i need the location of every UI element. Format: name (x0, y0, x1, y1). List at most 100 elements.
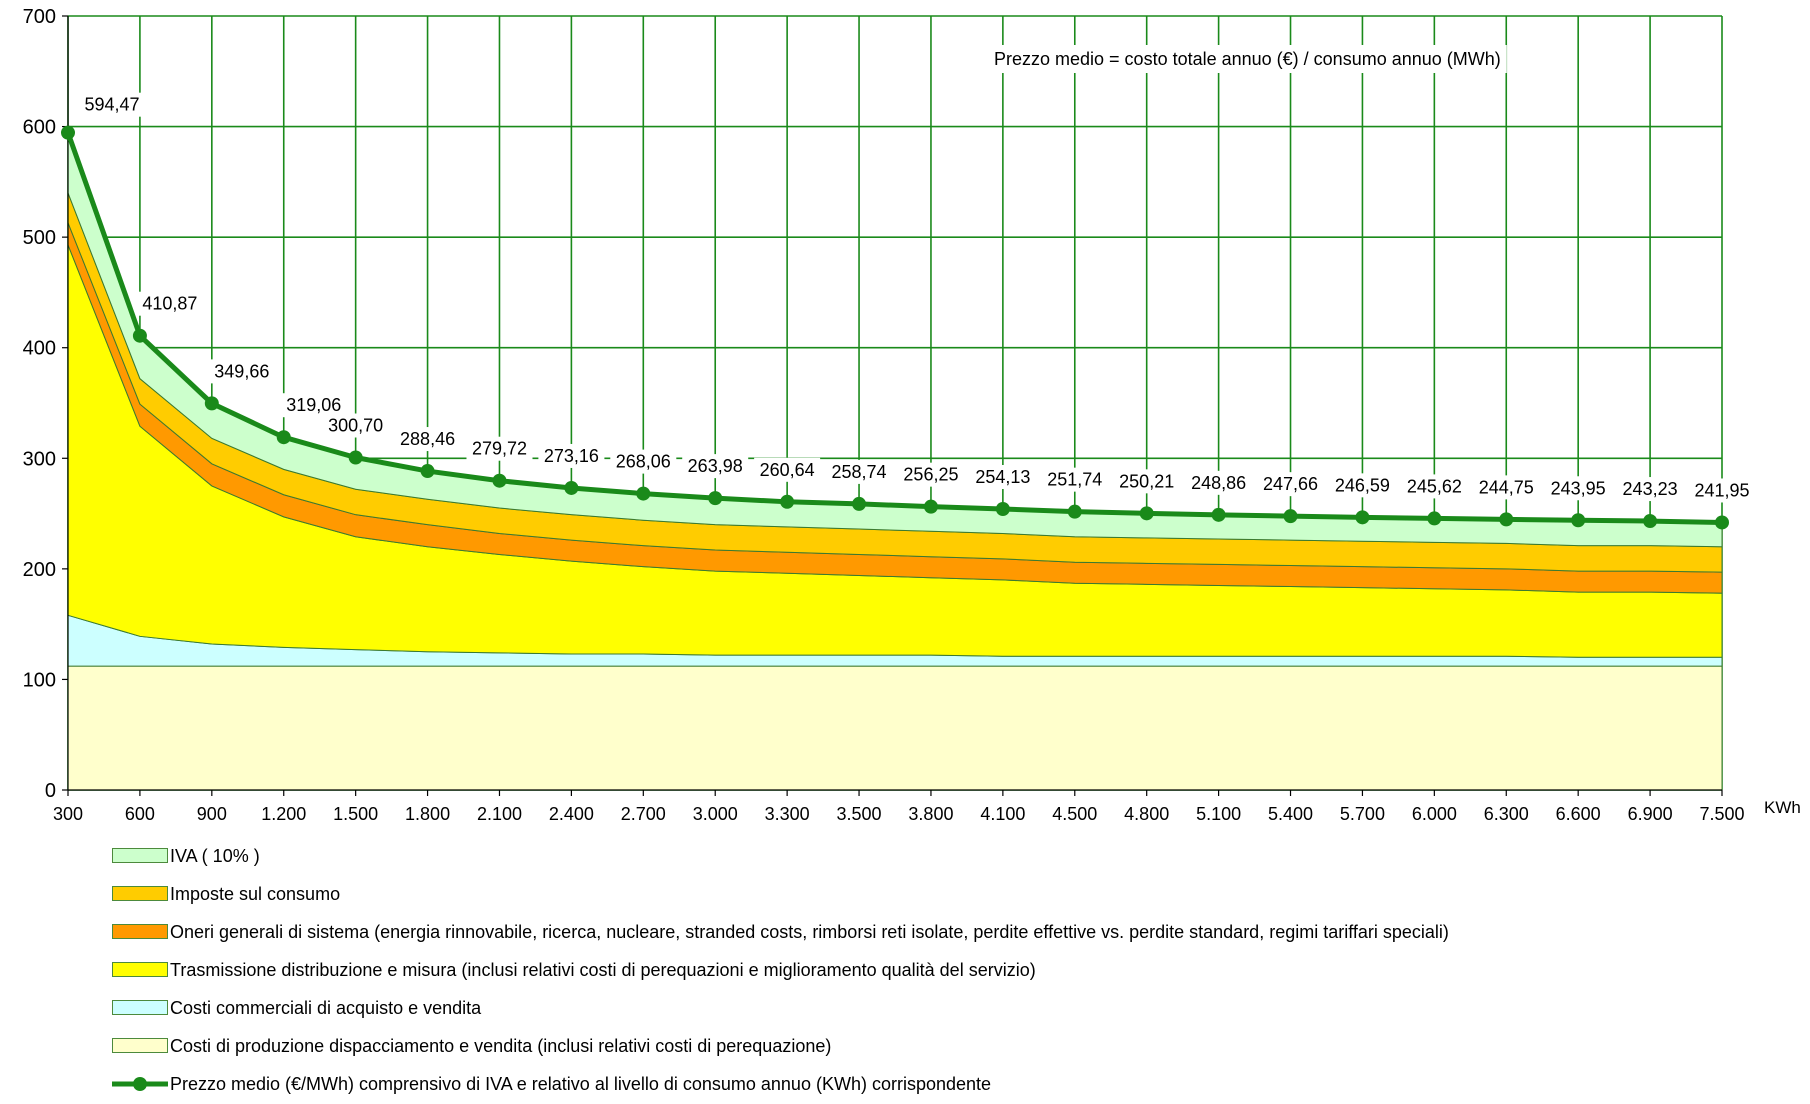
data-label: 256,25 (903, 465, 958, 485)
x-tick-label: 300 (53, 804, 83, 824)
data-label-box (322, 413, 389, 438)
legend-swatch (112, 924, 168, 939)
price-marker (276, 430, 291, 445)
y-tick-label: 700 (23, 6, 56, 28)
x-tick-label: 6.300 (1484, 804, 1529, 824)
data-label-box (969, 465, 1036, 490)
data-label: 247,66 (1263, 474, 1318, 494)
x-tick-label: 3.000 (693, 804, 738, 824)
y-tick-labels: 0 100 200 300 400 500 600 700 (23, 6, 56, 802)
x-tick-label: 3.500 (837, 804, 882, 824)
x-tick-label: 2.700 (621, 804, 666, 824)
price-marker (492, 473, 507, 488)
price-marker (132, 328, 147, 343)
data-label-box (1041, 467, 1108, 492)
data-label: 279,72 (472, 439, 527, 459)
data-label-box (897, 462, 964, 487)
price-marker (852, 496, 867, 511)
x-axis-unit: KWh (1764, 798, 1801, 817)
data-label: 273,16 (544, 446, 599, 466)
y-tick-label: 300 (23, 448, 56, 470)
x-tick-label: 600 (125, 804, 155, 824)
legend-swatch (112, 1038, 168, 1053)
price-marker (1283, 509, 1298, 524)
x-tick-label: 4.800 (1124, 804, 1169, 824)
data-label-box (610, 449, 677, 474)
x-tick-label: 3.300 (765, 804, 810, 824)
legend-label: Oneri generali di sistema (energia rinno… (170, 922, 1449, 942)
x-tick-label: 6.900 (1628, 804, 1673, 824)
data-label: 300,70 (328, 416, 383, 436)
data-label-box (1113, 469, 1180, 494)
data-label: 260,64 (760, 460, 815, 480)
price-marker (1499, 512, 1514, 527)
data-label-box (1257, 472, 1324, 497)
data-label: 263,98 (688, 456, 743, 476)
data-label: 243,23 (1623, 479, 1678, 499)
data-label: 241,95 (1694, 480, 1749, 500)
y-tick-label: 600 (23, 117, 56, 139)
legend-label: Trasmissione distribuzione e misura (inc… (170, 960, 1036, 980)
legend-swatch (112, 962, 168, 977)
x-tick-label: 3.800 (908, 804, 953, 824)
price-marker (708, 491, 723, 506)
price-marker (923, 499, 938, 514)
data-label-box (136, 291, 203, 316)
data-label-box (466, 436, 533, 461)
price-marker (995, 502, 1010, 517)
legend-label: Imposte sul consumo (170, 884, 341, 904)
price-marker (1139, 506, 1154, 521)
area-series-0 (67, 665, 1723, 791)
x-tick-label: 6.600 (1556, 804, 1601, 824)
y-tick-label: 0 (45, 780, 56, 802)
data-label-box (1545, 476, 1612, 501)
y-tick-label: 100 (23, 669, 56, 691)
data-label-box (538, 443, 605, 468)
legend-swatch (112, 886, 168, 901)
data-label-box (826, 459, 893, 484)
data-label-box (394, 427, 461, 452)
data-label: 319,06 (286, 395, 341, 415)
annotation-box (988, 45, 1507, 73)
x-tick-label: 7.500 (1699, 804, 1744, 824)
x-tick-label: 1.800 (405, 804, 450, 824)
price-marker (348, 450, 363, 465)
x-tick-label: 6.000 (1412, 804, 1457, 824)
data-label: 349,66 (214, 361, 269, 381)
price-marker (636, 486, 651, 501)
x-tick-label: 1.200 (261, 804, 306, 824)
legend-line-swatch (112, 1077, 168, 1091)
price-marker (1067, 504, 1082, 519)
x-tick-label: 2.100 (477, 804, 522, 824)
data-label: 244,75 (1479, 477, 1534, 497)
data-label-box (1473, 475, 1540, 500)
data-label-box (754, 457, 821, 482)
legend-swatch (112, 1000, 168, 1015)
price-marker (1211, 507, 1226, 522)
price-marker (1715, 515, 1729, 530)
data-label: 245,62 (1407, 476, 1462, 496)
data-label: 251,74 (1047, 470, 1102, 490)
data-label-box (1401, 474, 1468, 499)
x-tick-label: 5.700 (1340, 804, 1385, 824)
price-line-path (65, 131, 1723, 525)
stacked-areas (67, 133, 1723, 791)
price-marker (420, 464, 435, 479)
x-tick-label: 2.400 (549, 804, 594, 824)
price-marker (1571, 513, 1586, 528)
data-label-box (280, 393, 347, 418)
price-marker (204, 396, 219, 411)
data-label: 250,21 (1119, 471, 1174, 491)
data-label-box (79, 92, 145, 117)
axes (62, 15, 1723, 796)
legend-label: Prezzo medio (€/MWh) comprensivo di IVA … (170, 1074, 992, 1094)
price-line (61, 125, 1729, 530)
x-tick-label: 5.100 (1196, 804, 1241, 824)
data-label-box (208, 359, 275, 384)
price-marker (1643, 514, 1658, 529)
legend-label: Costi commerciali di acquisto e vendita (170, 998, 482, 1018)
price-marker (1355, 510, 1370, 525)
data-label-box (1185, 470, 1252, 495)
